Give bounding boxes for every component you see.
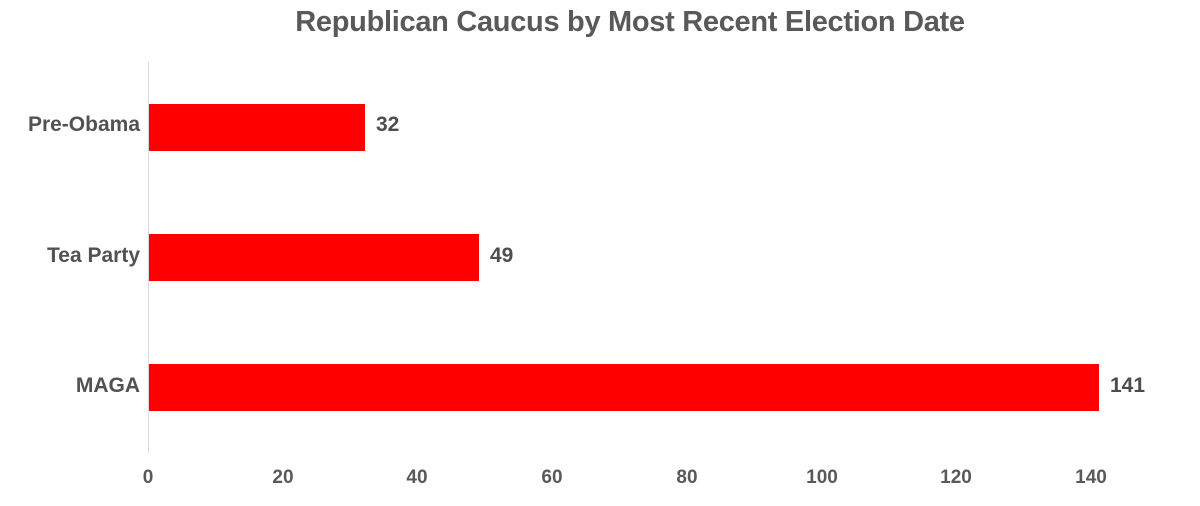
bar — [149, 364, 1099, 411]
x-tick-label: 120 — [940, 467, 972, 488]
x-tick-label: 60 — [541, 467, 563, 488]
category-label: MAGA — [75, 374, 140, 397]
value-label: 141 — [1110, 374, 1146, 397]
x-tick-label: 140 — [1075, 467, 1107, 488]
value-label: 32 — [376, 113, 400, 136]
x-tick-label: 0 — [142, 467, 154, 488]
bar — [149, 234, 479, 281]
y-axis-line — [148, 62, 149, 453]
chart-title: Republican Caucus by Most Recent Electio… — [295, 6, 965, 38]
category-label: Tea Party — [47, 244, 140, 267]
x-tick-label: 100 — [806, 467, 838, 488]
category-label: Pre-Obama — [27, 113, 140, 136]
value-label: 49 — [490, 244, 514, 267]
x-tick-label: 80 — [676, 467, 698, 488]
x-tick-label: 40 — [406, 467, 428, 488]
x-tick-label: 20 — [272, 467, 294, 488]
bar — [149, 104, 365, 151]
